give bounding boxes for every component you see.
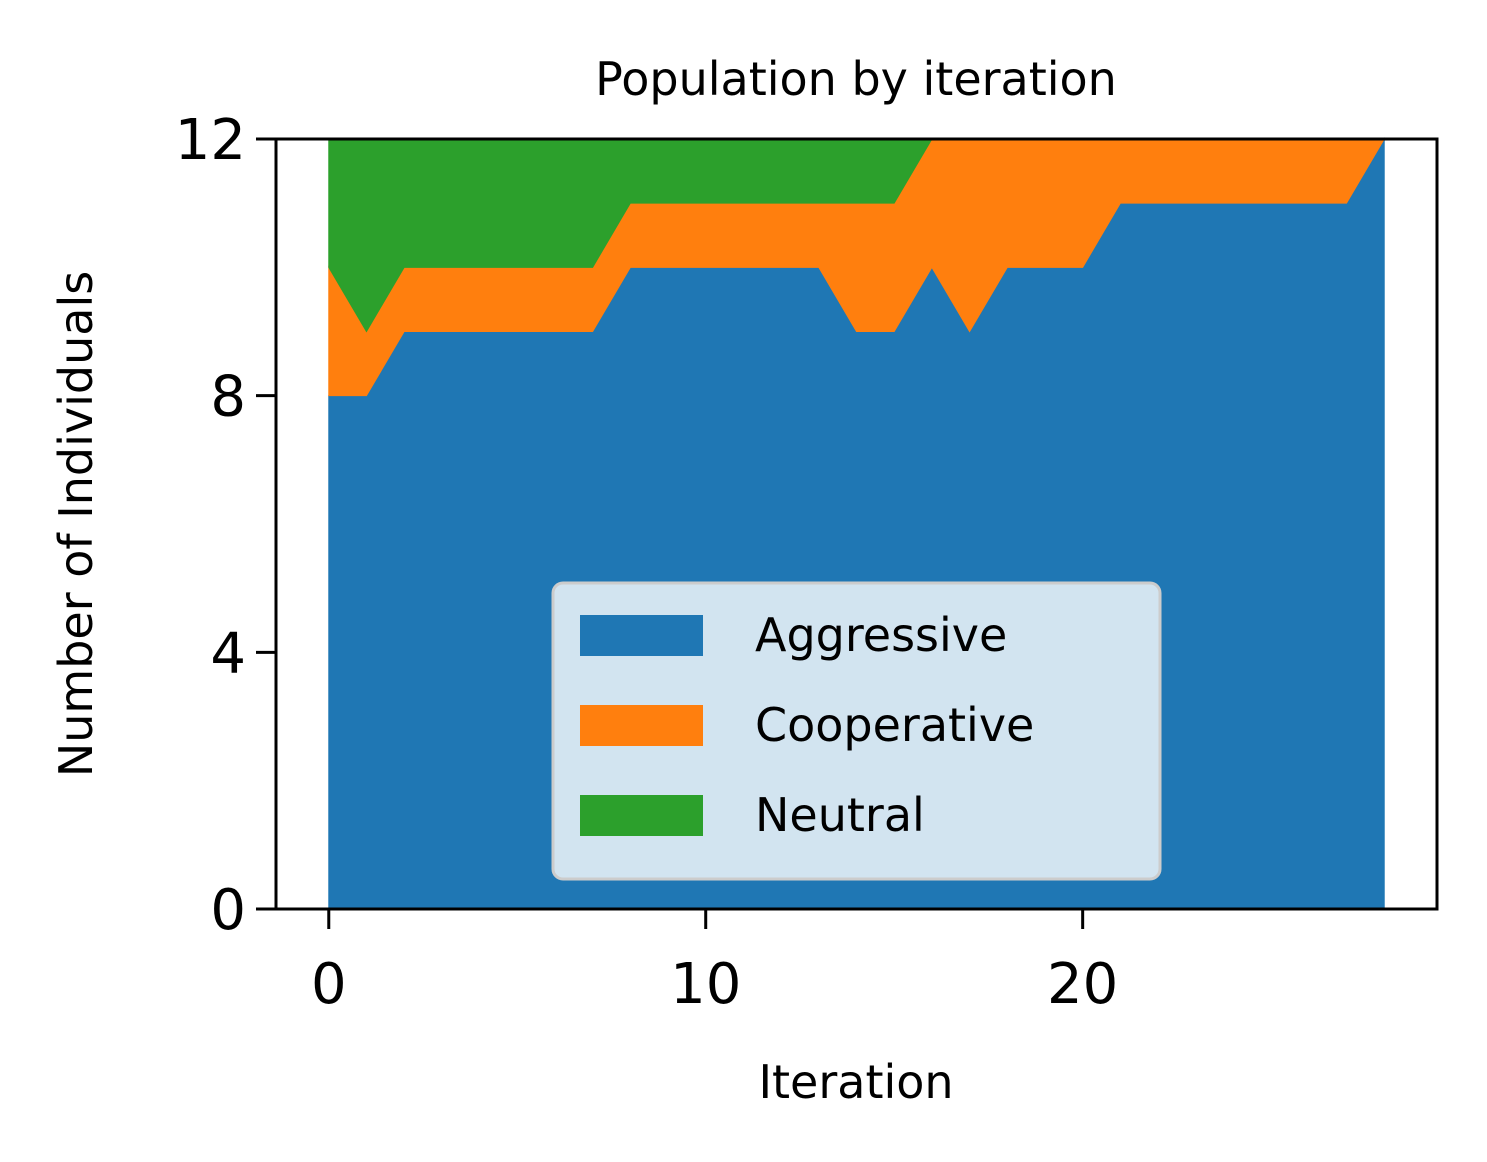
legend-label-aggressive: Aggressive [755, 608, 1007, 662]
y-tick-label: 0 [210, 878, 246, 943]
y-tick-label: 12 [175, 108, 246, 173]
legend-box [551, 581, 1162, 881]
x-axis-ticks: 0 10 20 [311, 909, 1118, 1017]
legend-label-cooperative: Cooperative [755, 698, 1034, 752]
plot-frame [274, 137, 1439, 911]
chart-title: Population by iteration [595, 52, 1117, 106]
x-tick-label: 0 [311, 952, 347, 1017]
y-tick-label: 8 [210, 365, 246, 430]
legend-swatch-neutral [580, 795, 703, 836]
legend-swatch-cooperative [580, 705, 703, 746]
x-axis-label: Iteration [758, 1055, 953, 1109]
legend-swatch-aggressive [580, 615, 703, 656]
x-tick-label: 20 [1047, 952, 1118, 1017]
y-axis-label: Number of Individuals [49, 271, 103, 777]
y-tick-label: 4 [210, 621, 246, 686]
y-axis-ticks: 0 4 8 12 [175, 108, 276, 943]
x-tick-label: 10 [670, 952, 741, 1017]
legend: Aggressive Cooperative Neutral [551, 581, 1162, 881]
legend-label-neutral: Neutral [755, 788, 925, 842]
